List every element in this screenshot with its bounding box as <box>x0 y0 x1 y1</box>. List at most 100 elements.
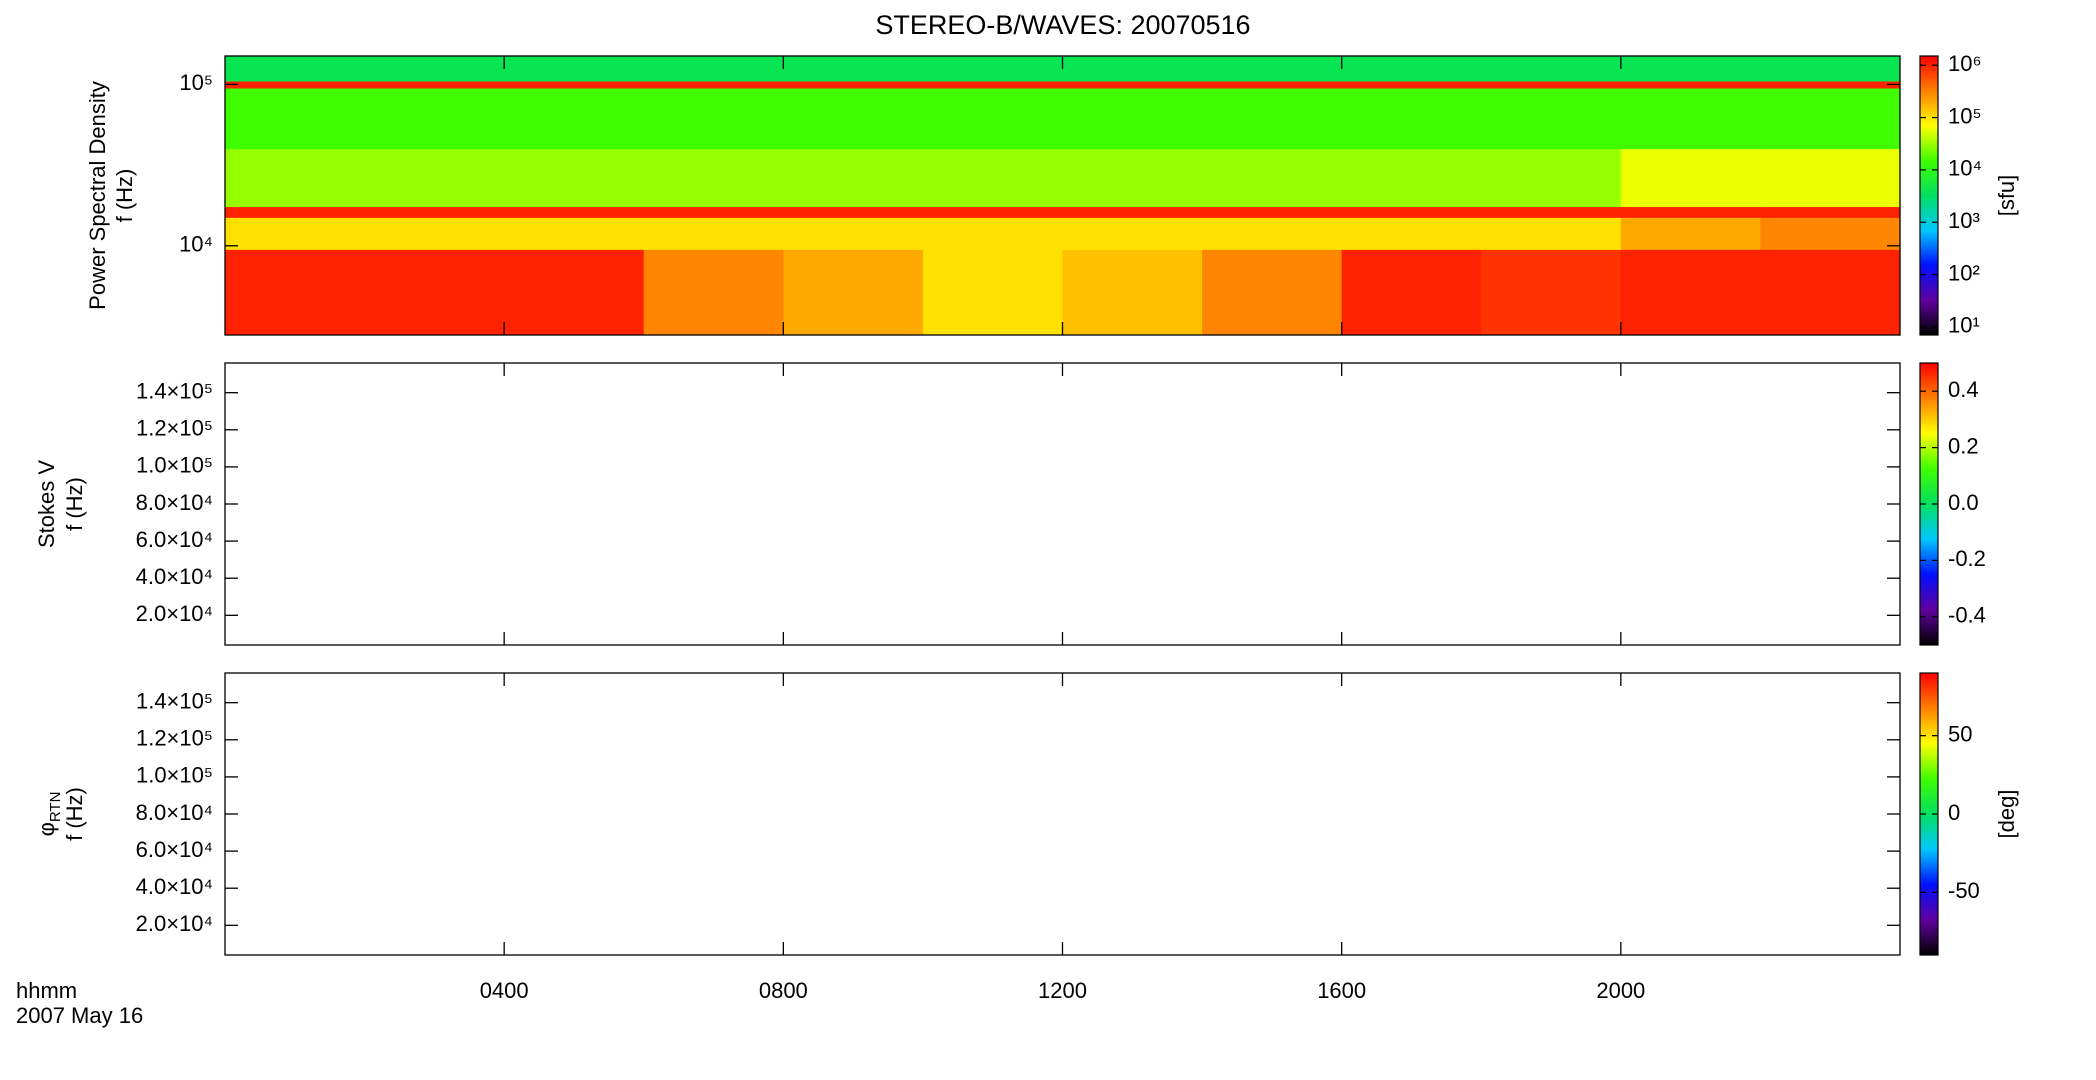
heatmap-cell <box>1760 249 1901 336</box>
y-axis-label: f (Hz) <box>112 169 137 223</box>
x-tick-label: 0800 <box>759 978 808 1003</box>
colorbar-tick-label: 0.0 <box>1948 490 1979 515</box>
heatmap-cell <box>225 56 366 82</box>
colorbar-tick-label: 50 <box>1948 721 1972 746</box>
heatmap-cell <box>1062 217 1203 250</box>
heatmap-cell <box>643 88 784 150</box>
heatmap-cell <box>922 56 1063 82</box>
colorbar-tick-label: 10⁶ <box>1948 51 1982 76</box>
plot-frame <box>224 672 1901 956</box>
heatmap-cell <box>1202 80 1343 89</box>
heatmap-cell <box>364 80 505 89</box>
heatmap-cell <box>1760 206 1901 218</box>
colorbar-tick-label: -0.4 <box>1948 603 1986 628</box>
y-tick-label: 4.0×10⁴ <box>136 874 213 899</box>
heatmap-cell <box>225 88 366 150</box>
heatmap-cell <box>1760 80 1901 89</box>
heatmap-cell <box>1481 56 1622 82</box>
y-tick-label: 1.4×10⁵ <box>136 688 213 713</box>
heatmap-cell <box>504 148 645 208</box>
colorbar-tick-label: 0.4 <box>1948 377 1979 402</box>
colorbar-label: [sfu] <box>1994 175 2019 217</box>
heatmap-cell <box>225 148 366 208</box>
x-tick-label: 1600 <box>1317 978 1366 1003</box>
heatmap-cell <box>504 56 645 82</box>
heatmap-cell <box>1760 56 1901 82</box>
heatmap-cell <box>1202 217 1343 250</box>
y-axis-label: φRTN <box>34 792 64 837</box>
heatmap-cell <box>1202 56 1343 82</box>
heatmap-cell <box>1481 80 1622 89</box>
heatmap-cell <box>1620 249 1761 336</box>
colorbar-tick-label: -0.2 <box>1948 546 1986 571</box>
heatmap-cell <box>922 80 1063 89</box>
heatmap-cell <box>225 80 366 89</box>
heatmap-cell <box>1481 217 1622 250</box>
heatmap-cell <box>1062 80 1203 89</box>
colorbar-tick-label: 10² <box>1948 260 1980 285</box>
heatmap-cell <box>364 148 505 208</box>
colorbar <box>1919 55 1939 336</box>
y-tick-label: 6.0×10⁴ <box>136 527 213 552</box>
x-tick-label: 0400 <box>480 978 529 1003</box>
y-tick-label: 8.0×10⁴ <box>136 800 213 825</box>
heatmap-cell <box>364 206 505 218</box>
y-tick-label: 1.0×10⁵ <box>136 763 213 788</box>
colorbar-tick-label: 10³ <box>1948 208 1980 233</box>
heatmap-cell <box>504 80 645 89</box>
heatmap-cell <box>364 217 505 250</box>
heatmap-cell <box>783 217 924 250</box>
heatmap-cell <box>1760 88 1901 150</box>
heatmap-cell <box>643 206 784 218</box>
heatmap-cell <box>504 88 645 150</box>
chart-title: STEREO-B/WAVES: 20070516 <box>875 10 1250 40</box>
colorbar-tick-label: 10⁵ <box>1948 103 1982 128</box>
y-tick-label: 1.4×10⁵ <box>136 378 213 403</box>
heatmap-cell <box>225 206 366 218</box>
heatmap-cell <box>922 88 1063 150</box>
heatmap-cell <box>1341 56 1482 82</box>
y-tick-label: 6.0×10⁴ <box>136 837 213 862</box>
heatmap-cell <box>1481 148 1622 208</box>
heatmap-cell <box>1062 88 1203 150</box>
heatmap-cell <box>225 217 366 250</box>
heatmap-cell <box>922 206 1063 218</box>
heatmap-cell <box>225 249 366 336</box>
heatmap-cell <box>1341 80 1482 89</box>
heatmap-cell <box>1481 206 1622 218</box>
heatmap-cell <box>1062 206 1203 218</box>
colorbar-tick-label: 10¹ <box>1948 313 1980 338</box>
heatmap-cell <box>1760 148 1901 208</box>
heatmap-cell <box>1481 249 1622 336</box>
heatmap-cell <box>1202 249 1343 336</box>
heatmap-cell <box>643 217 784 250</box>
x-tick-label: 1200 <box>1038 978 1087 1003</box>
heatmap-cell <box>1620 88 1761 150</box>
heatmap-cell <box>504 206 645 218</box>
heatmap-cell <box>643 249 784 336</box>
heatmap-cell <box>1202 206 1343 218</box>
heatmap-cell <box>922 148 1063 208</box>
heatmap-cell <box>1341 148 1482 208</box>
y-axis-label: f (Hz) <box>62 477 87 531</box>
colorbar-tick-label: 0.2 <box>1948 433 1979 458</box>
heatmap-cell <box>783 80 924 89</box>
heatmap-cell <box>783 88 924 150</box>
y-tick-label: 2.0×10⁴ <box>136 911 213 936</box>
heatmap-cell <box>922 217 1063 250</box>
y-tick-label: 1.2×10⁵ <box>136 726 213 751</box>
heatmap-cell <box>1620 80 1761 89</box>
heatmap-cell <box>1202 148 1343 208</box>
heatmap-cell <box>643 148 784 208</box>
heatmap-cell <box>1620 217 1761 250</box>
heatmap-cell <box>1341 217 1482 250</box>
x-axis-label: hhmm <box>16 978 77 1003</box>
y-axis-label: Stokes V <box>34 460 59 548</box>
y-tick-label: 8.0×10⁴ <box>136 490 213 515</box>
heatmap-cell <box>1760 217 1901 250</box>
y-tick-label: 4.0×10⁴ <box>136 564 213 589</box>
y-axis-label-subscript: RTN <box>47 792 64 823</box>
y-tick-label: 10⁵ <box>179 70 213 95</box>
heatmap-cell <box>1620 148 1761 208</box>
